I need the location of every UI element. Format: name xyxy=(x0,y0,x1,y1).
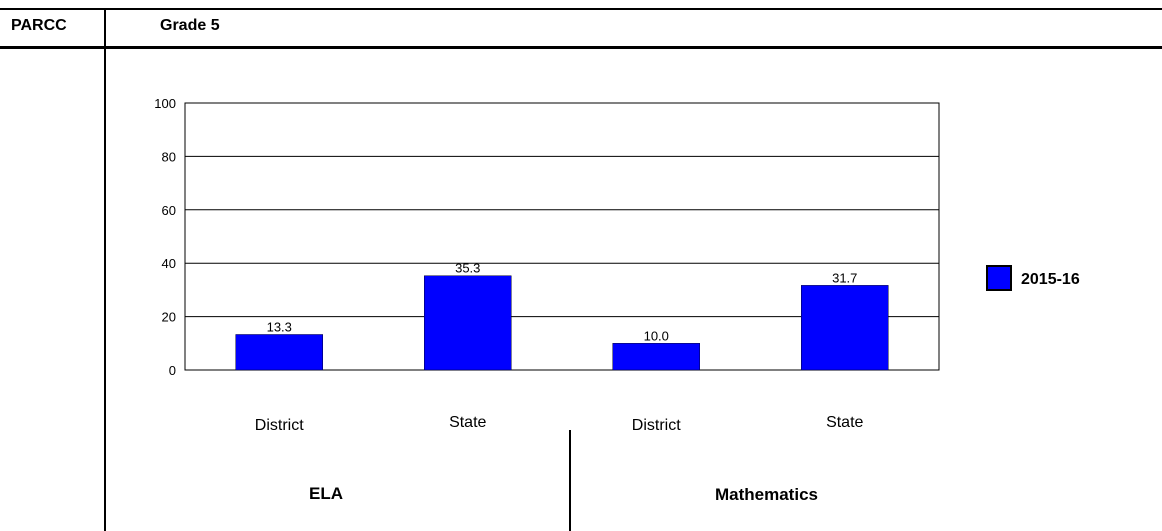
left-column-divider xyxy=(104,8,106,531)
bar xyxy=(612,343,700,371)
group-divider xyxy=(569,430,571,531)
category-label: District xyxy=(632,417,681,434)
y-tick-label: 40 xyxy=(162,256,176,271)
plot-border xyxy=(184,102,940,371)
category-label: District xyxy=(255,417,304,434)
y-tick-label: 100 xyxy=(154,96,176,111)
assessment-label: PARCC xyxy=(11,17,67,34)
category-label: State xyxy=(826,414,863,431)
grade-label: Grade 5 xyxy=(160,17,220,34)
data-label: 13.3 xyxy=(267,319,292,334)
category-label: State xyxy=(449,414,486,431)
y-tick-label: 20 xyxy=(162,310,176,325)
y-tick-label: 60 xyxy=(162,203,176,218)
y-tick-label: 0 xyxy=(169,363,176,378)
top-border xyxy=(0,8,1162,10)
legend-label: 2015-16 xyxy=(1021,271,1080,288)
y-tick-label: 80 xyxy=(162,149,176,164)
bar xyxy=(235,334,323,371)
header-divider xyxy=(0,46,1162,49)
bar xyxy=(424,275,512,371)
group-label-mathematics: Mathematics xyxy=(715,485,818,504)
bar xyxy=(801,285,889,371)
group-label-ela: ELA xyxy=(309,484,343,503)
legend-swatch xyxy=(986,265,1012,291)
data-label: 10.0 xyxy=(644,328,669,343)
data-label: 31.7 xyxy=(832,270,857,285)
data-label: 35.3 xyxy=(455,261,480,276)
